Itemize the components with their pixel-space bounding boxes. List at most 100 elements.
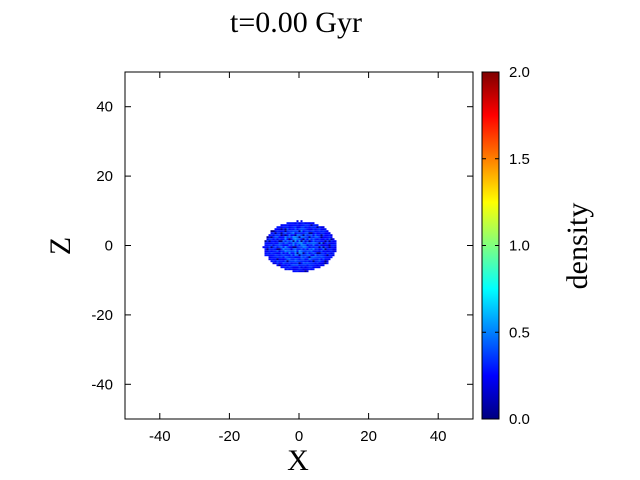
density-cell: [284, 232, 287, 235]
density-cell: [278, 232, 281, 235]
density-cell: [324, 242, 327, 245]
density-cell: [294, 238, 297, 241]
density-cell: [300, 230, 303, 233]
density-cell: [322, 254, 325, 257]
density-cell: [314, 258, 317, 261]
density-cell: [306, 270, 309, 273]
density-cell: [304, 238, 307, 241]
density-cell: [274, 246, 277, 249]
density-cell: [316, 226, 319, 229]
density-cell: [288, 254, 291, 257]
density-cell: [308, 256, 311, 259]
density-cell: [326, 234, 329, 237]
density-cell: [286, 258, 289, 261]
density-cell: [310, 234, 313, 237]
density-cell: [272, 234, 275, 237]
density-cell: [324, 232, 327, 235]
density-cell: [330, 246, 333, 249]
density-cell: [312, 240, 315, 243]
density-cell: [330, 236, 333, 239]
density-cell: [304, 230, 307, 233]
density-cell: [264, 240, 267, 243]
density-cell: [310, 242, 313, 245]
density-cell: [288, 240, 291, 243]
density-cell: [308, 232, 311, 235]
density-cell: [302, 244, 305, 247]
density-cell: [298, 252, 301, 255]
density-cell: [314, 262, 317, 265]
density-cell: [288, 246, 291, 249]
density-cell: [332, 250, 335, 253]
density-cell: [286, 234, 289, 237]
density-cell: [286, 222, 289, 225]
density-cell: [310, 228, 313, 231]
density-cell: [318, 252, 321, 255]
density-cell: [264, 246, 267, 249]
density-cell: [294, 234, 297, 237]
density-cell: [288, 264, 291, 267]
density-cell: [308, 240, 311, 243]
density-cell: [300, 220, 303, 223]
density-cell: [308, 246, 311, 249]
density-cell: [302, 262, 305, 265]
density-cell: [278, 230, 281, 233]
density-cell: [292, 230, 295, 233]
density-cell: [292, 260, 295, 263]
density-cell: [288, 226, 291, 229]
density-cell: [314, 228, 317, 231]
density-cell: [306, 234, 309, 237]
density-cell: [306, 248, 309, 251]
density-cell: [296, 232, 299, 235]
density-cell: [318, 258, 321, 261]
density-cell: [326, 240, 329, 243]
density-cell: [290, 242, 293, 245]
density-cell: [308, 258, 311, 261]
density-cell: [302, 266, 305, 269]
density-cell: [326, 230, 329, 233]
density-cell: [292, 270, 295, 273]
density-cell: [302, 250, 305, 253]
density-cell: [304, 262, 307, 265]
density-cell: [304, 234, 307, 237]
density-cell: [334, 246, 337, 249]
colorbar-tick-label: 2.0: [509, 64, 530, 81]
density-cell: [310, 236, 313, 239]
density-cell: [306, 222, 309, 225]
density-cell: [280, 254, 283, 257]
density-cell: [316, 234, 319, 237]
density-cell: [304, 268, 307, 271]
density-cell: [270, 252, 273, 255]
density-cell: [282, 240, 285, 243]
density-cell: [266, 244, 269, 247]
density-cell: [322, 258, 325, 261]
density-cell: [282, 242, 285, 245]
density-cell: [312, 230, 315, 233]
density-cell: [332, 240, 335, 243]
density-cell: [282, 230, 285, 233]
density-cell: [294, 240, 297, 243]
density-cell: [318, 226, 321, 229]
density-cell: [292, 246, 295, 249]
density-cell: [282, 256, 285, 259]
density-cell: [320, 228, 323, 231]
density-cell: [320, 226, 323, 229]
density-cell: [280, 224, 283, 227]
density-cell: [276, 262, 279, 265]
density-cell: [286, 242, 289, 245]
density-cell: [324, 238, 327, 241]
density-cell: [332, 254, 335, 257]
density-cell: [312, 258, 315, 261]
density-cell: [298, 246, 301, 249]
density-cell: [292, 266, 295, 269]
x-axis-label: X: [287, 444, 309, 477]
density-cell: [292, 240, 295, 243]
density-cell: [294, 270, 297, 273]
density-cell: [318, 264, 321, 267]
density-cell: [308, 254, 311, 257]
density-cell: [308, 234, 311, 237]
density-cell: [316, 238, 319, 241]
density-cell: [314, 260, 317, 263]
density-cell: [308, 226, 311, 229]
density-cell: [334, 250, 337, 253]
density-cell: [302, 238, 305, 241]
